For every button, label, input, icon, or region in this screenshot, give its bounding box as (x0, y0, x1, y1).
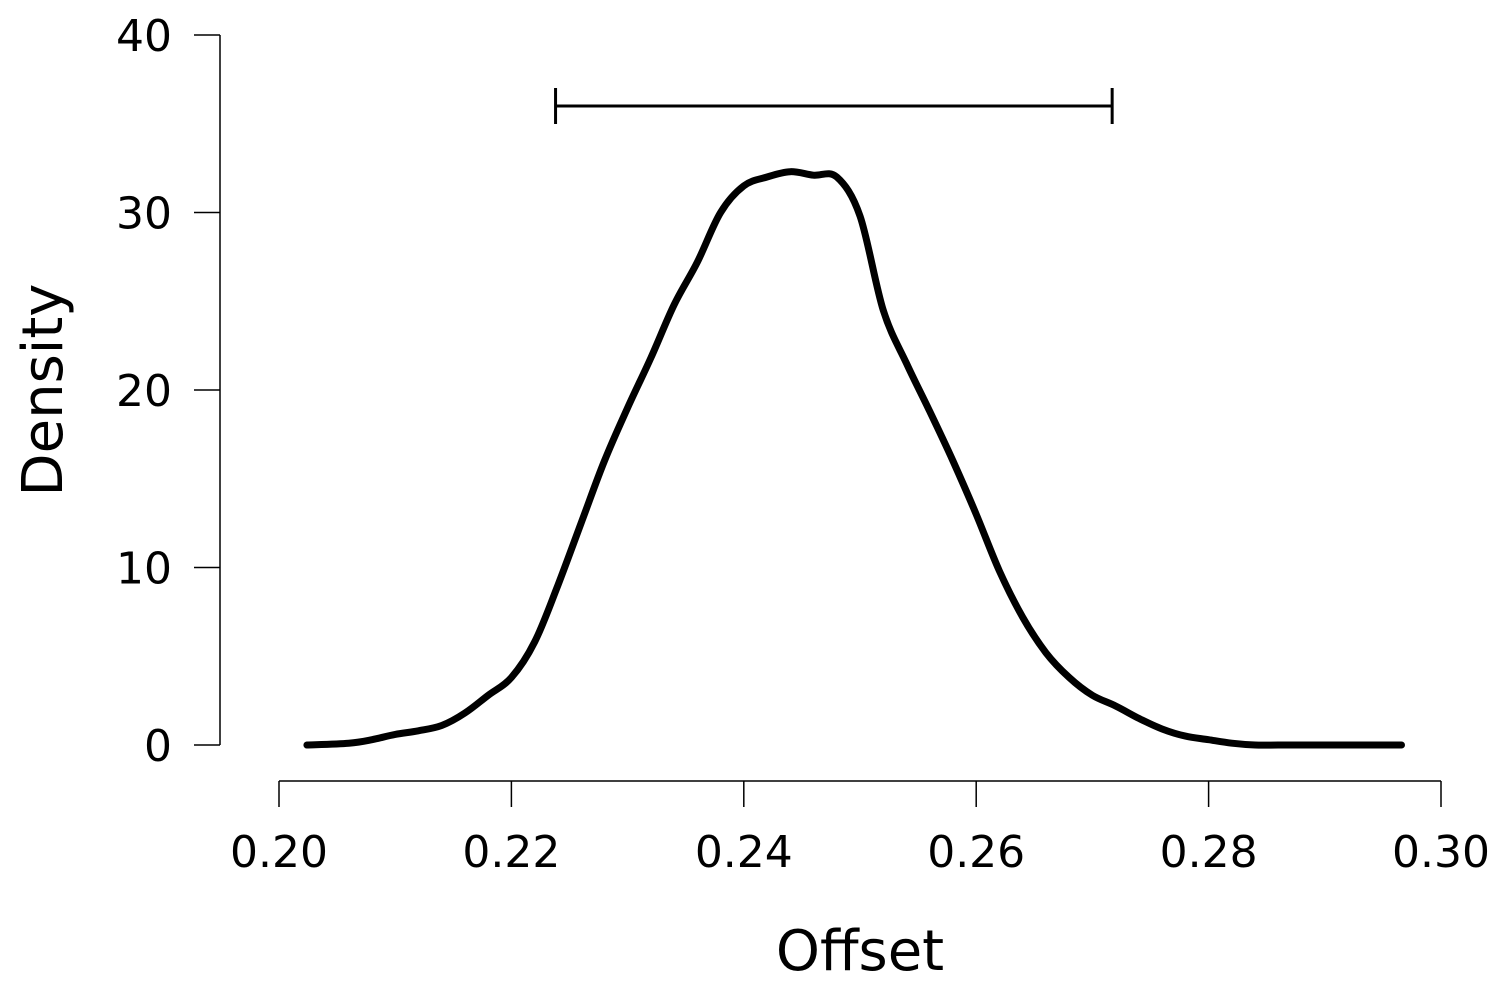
plot-area (303, 88, 1405, 749)
y-tick-label: 20 (116, 366, 172, 417)
y-axis: 0 10 20 30 40 (116, 11, 221, 772)
y-tick-label: 0 (144, 721, 172, 772)
x-tick-label: 0.20 (230, 827, 328, 878)
y-tick-label: 10 (116, 544, 172, 595)
x-axis: 0.20 0.22 0.24 0.26 0.28 0.30 (230, 780, 1490, 878)
density-curve (303, 168, 1405, 749)
x-axis-title: Offset (776, 919, 944, 984)
x-tick-label: 0.26 (927, 827, 1025, 878)
y-tick-label: 40 (116, 11, 172, 62)
y-tick-label: 30 (116, 189, 172, 240)
x-tick-label: 0.28 (1160, 827, 1258, 878)
x-tick-label: 0.30 (1392, 827, 1490, 878)
x-tick-label: 0.24 (695, 827, 793, 878)
y-axis-title: Density (11, 284, 76, 497)
x-tick-label: 0.22 (462, 827, 560, 878)
